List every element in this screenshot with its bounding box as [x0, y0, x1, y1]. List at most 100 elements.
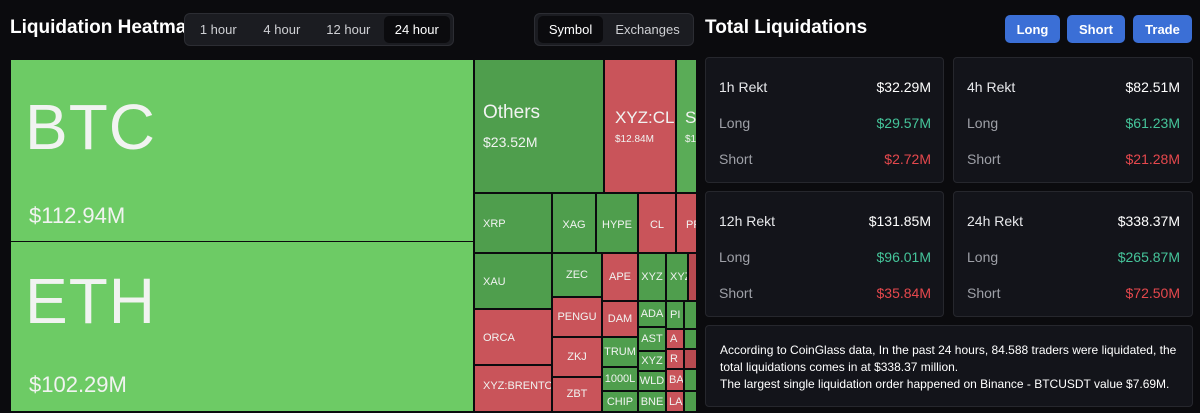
tile-trum[interactable]: TRUM: [602, 337, 638, 367]
rekt-long-row: Long $29.57M: [719, 115, 931, 131]
tile-pi-name: PI: [670, 309, 681, 321]
tab-1-hour[interactable]: 1 hour: [199, 22, 237, 37]
rekt-card-title: 12h Rekt: [719, 213, 776, 229]
rekt-total-row: 24h Rekt $338.37M: [967, 213, 1180, 229]
tile-hype-name: HYPE: [602, 219, 632, 231]
liquidation-treemap: BTC $112.94M ETH $102.29M Others $23.52M…: [10, 59, 696, 411]
short-label: Short: [967, 151, 1001, 167]
tile-green-sliver-1[interactable]: [684, 301, 696, 329]
tile-pengu-name: PENGU: [557, 311, 597, 323]
short-button[interactable]: Short: [1067, 15, 1125, 43]
tile-ba-name: BA: [669, 374, 684, 386]
tile-pr[interactable]: PR: [676, 193, 696, 253]
long-value: $61.23M: [1125, 115, 1180, 131]
tile-xyz-2[interactable]: XYZ: [666, 253, 688, 301]
tile-xyz-3[interactable]: XYZ: [638, 351, 666, 371]
tab-12-hour[interactable]: 12 hour: [326, 22, 371, 37]
tile-s-name: S: [685, 108, 696, 127]
tile-btc[interactable]: BTC $112.94M: [10, 59, 474, 242]
tile-1000l[interactable]: 1000L: [602, 367, 638, 391]
tab-exchanges[interactable]: Exchanges: [615, 22, 680, 37]
long-value: $96.01M: [876, 249, 931, 265]
rekt-short-row: Short $72.50M: [967, 285, 1180, 301]
tile-zec[interactable]: ZEC: [552, 253, 602, 297]
tile-green-sliver-4[interactable]: [684, 391, 696, 411]
tile-r-name: R: [670, 353, 678, 365]
tile-green-sliver-3[interactable]: [684, 369, 696, 391]
summary-text-end: traders were liquidated, the total liqui…: [720, 343, 1177, 374]
tile-btc-name: BTC: [25, 91, 156, 163]
tile-others[interactable]: Others $23.52M: [474, 59, 604, 193]
trade-button[interactable]: Trade: [1133, 15, 1192, 43]
tile-zkj[interactable]: ZKJ: [552, 337, 602, 377]
tile-xag-name: XAG: [562, 219, 586, 231]
rekt-long-row: Long $96.01M: [719, 249, 931, 265]
tile-others-value: $23.52M: [483, 134, 538, 150]
tile-xyz-cl[interactable]: XYZ:CL $12.84M: [604, 59, 676, 193]
tile-bne[interactable]: BNE: [638, 391, 666, 411]
tile-xyz-1[interactable]: XYZ: [638, 253, 666, 301]
tile-chip-name: CHIP: [606, 396, 634, 408]
tile-wld[interactable]: WLD: [638, 371, 666, 391]
short-value: $2.72M: [884, 151, 931, 167]
tile-xrp-name: XRP: [483, 218, 506, 230]
summary-traders-count: 84.588: [991, 343, 1029, 357]
tile-zbt-name: ZBT: [566, 388, 588, 400]
tile-s[interactable]: S $1: [676, 59, 696, 193]
tile-xyz-brent-name: XYZ:BRENTOI: [483, 380, 552, 392]
tile-ast[interactable]: AST: [638, 327, 666, 351]
tile-dam-name: DAM: [607, 313, 633, 325]
tile-zbt[interactable]: ZBT: [552, 377, 602, 411]
tile-xrp[interactable]: XRP: [474, 193, 552, 253]
tile-ape[interactable]: APE: [602, 253, 638, 301]
tile-ada[interactable]: ADA: [638, 301, 666, 327]
tile-xyz-1-name: XYZ: [641, 271, 663, 283]
rekt-card-title: 4h Rekt: [967, 79, 1016, 95]
tile-orca[interactable]: ORCA: [474, 309, 552, 365]
tile-hype[interactable]: HYPE: [596, 193, 638, 253]
tile-eth-value: $102.29M: [29, 372, 127, 397]
total-liquidations-title: Total Liquidations: [705, 17, 868, 38]
tile-cl-name: CL: [649, 219, 665, 231]
rekt-card-title: 24h Rekt: [967, 213, 1024, 229]
tile-red-sliver[interactable]: [688, 253, 696, 301]
rekt-card-24h: 24h Rekt $338.37M Long $265.87M Short $7…: [953, 191, 1193, 317]
tile-chip[interactable]: CHIP: [602, 391, 638, 411]
tile-pi[interactable]: PI: [666, 301, 684, 329]
tile-la[interactable]: LA: [666, 391, 684, 411]
tile-xau-name: XAU: [483, 276, 506, 288]
long-value: $265.87M: [1117, 249, 1180, 265]
long-label: Long: [967, 249, 999, 265]
tile-green-sliver-2[interactable]: [684, 329, 696, 349]
tile-xyz-cl-name: XYZ:CL: [615, 108, 675, 127]
summary-largest-order: The largest single liquidation order hap…: [720, 377, 1170, 391]
long-button[interactable]: Long: [1005, 15, 1060, 43]
tile-red-sliver-2[interactable]: [684, 349, 696, 369]
tile-eth-name: ETH: [25, 265, 156, 337]
summary-text-start: According to CoinGlass data, In the past…: [720, 343, 992, 357]
tile-pengu[interactable]: PENGU: [552, 297, 602, 337]
tab-4-hour[interactable]: 4 hour: [263, 22, 301, 37]
tile-a[interactable]: A: [666, 329, 684, 349]
short-label: Short: [719, 285, 753, 301]
tile-xyz-2-name: XYZ: [670, 271, 687, 283]
rekt-card-4h: 4h Rekt $82.51M Long $61.23M Short $21.2…: [953, 57, 1193, 183]
tile-eth[interactable]: ETH $102.29M: [10, 241, 474, 411]
tab-symbol[interactable]: Symbol: [538, 16, 604, 43]
tile-pr-name: PR: [686, 219, 696, 231]
tile-dam[interactable]: DAM: [602, 301, 638, 337]
tile-xyz-brent[interactable]: XYZ:BRENTOI: [474, 365, 552, 411]
rekt-long-row: Long $265.87M: [967, 249, 1180, 265]
short-value: $21.28M: [1125, 151, 1180, 167]
tile-btc-value: $112.94M: [29, 203, 126, 228]
tab-24-hour[interactable]: 24 hour: [383, 16, 450, 43]
tile-xag[interactable]: XAG: [552, 193, 596, 253]
long-label: Long: [719, 249, 751, 265]
tile-ba[interactable]: BA: [666, 369, 684, 391]
rekt-card-1h: 1h Rekt $32.29M Long $29.57M Short $2.72…: [705, 57, 944, 183]
tile-cl[interactable]: CL: [638, 193, 676, 253]
tile-r[interactable]: R: [666, 349, 684, 369]
rekt-total-row: 12h Rekt $131.85M: [719, 213, 931, 229]
tile-xau[interactable]: XAU: [474, 253, 552, 309]
tile-s-value: $1: [685, 134, 696, 145]
